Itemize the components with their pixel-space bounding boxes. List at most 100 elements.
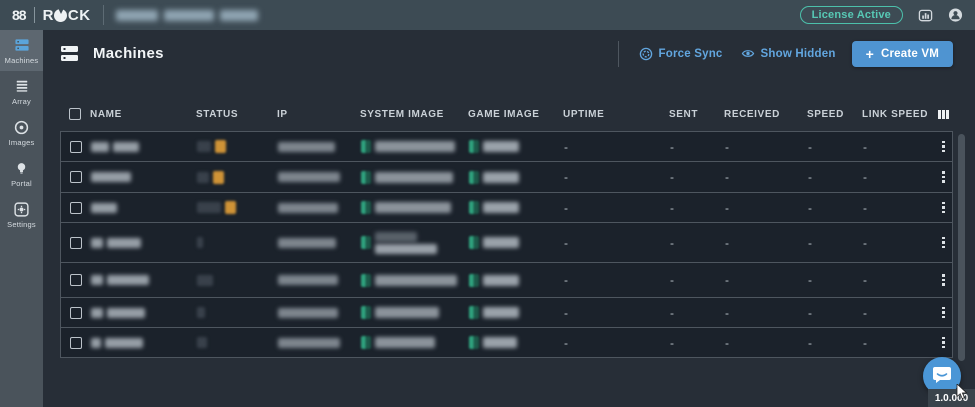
cell-received: - (725, 305, 729, 320)
cell-speed: - (808, 335, 812, 350)
cell-name-redacted (91, 237, 197, 248)
sidebar-item-machines[interactable]: Machines (0, 30, 43, 71)
logo-text-pre: R (42, 6, 54, 24)
select-all-checkbox[interactable] (69, 108, 81, 120)
logo-divider (33, 7, 35, 23)
row-checkbox[interactable] (70, 274, 82, 286)
cell-ip-redacted (278, 202, 361, 213)
table-header: NAME STATUS IP SYSTEM IMAGE GAME IMAGE UPTIME… (60, 97, 953, 131)
table-row[interactable]: - - - - - (61, 161, 952, 192)
system-image-icon (361, 170, 371, 184)
cell-ip-redacted (278, 307, 361, 318)
columns-settings-icon[interactable] (938, 109, 949, 119)
sidebar-item-portal[interactable]: Portal (0, 153, 43, 194)
column-header-sent[interactable]: SENT (669, 108, 699, 120)
cell-speed: - (808, 235, 812, 250)
status-warning-icon (215, 140, 226, 153)
cell-system-image-redacted (361, 273, 469, 287)
column-header-status[interactable]: STATUS (196, 108, 239, 120)
sidebar-item-label: Settings (7, 220, 36, 229)
table-row[interactable]: - - - - - (61, 131, 952, 161)
license-status-badge[interactable]: License Active (799, 6, 903, 24)
cell-ip-redacted (278, 275, 361, 285)
system-image-icon (361, 336, 371, 349)
column-header-ip[interactable]: IP (277, 108, 288, 120)
column-header-speed[interactable]: SPEED (807, 108, 844, 120)
cell-uptime: - (564, 170, 568, 184)
logo-text-post: CK (67, 6, 91, 24)
row-checkbox[interactable] (70, 140, 82, 153)
appbar-actions: License Active (799, 6, 963, 24)
game-image-icon (469, 273, 479, 287)
table-row[interactable]: - - - - - (61, 222, 952, 262)
cell-name-redacted (91, 275, 197, 285)
logo-gg-mark: 88 (12, 7, 27, 23)
sidebar-item-label: Images (8, 138, 35, 147)
page-title: Machines (93, 45, 164, 62)
table-scrollbar[interactable] (958, 134, 965, 361)
account-icon[interactable] (948, 8, 963, 23)
row-menu-icon[interactable] (939, 304, 948, 322)
table-row[interactable]: - - - - - (61, 327, 952, 357)
sidebar-item-array[interactable]: Array (0, 71, 43, 112)
column-header-received[interactable]: RECEIVED (724, 108, 780, 120)
cell-system-image-redacted (361, 336, 469, 349)
cell-status-redacted (197, 274, 278, 286)
show-hidden-button[interactable]: Show Hidden (741, 47, 836, 61)
row-checkbox[interactable] (70, 236, 82, 249)
page-header: Machines Force Sync Show Hidden + Create… (43, 30, 975, 77)
sync-icon (639, 47, 653, 61)
cell-system-image-redacted (361, 140, 469, 153)
chat-widget-button[interactable] (923, 357, 961, 395)
plus-icon: + (865, 45, 874, 62)
create-vm-label: Create VM (880, 47, 939, 60)
force-sync-button[interactable]: Force Sync (639, 47, 723, 61)
cell-link-speed: - (863, 335, 867, 350)
cell-received: - (725, 200, 729, 215)
cell-sent: - (670, 200, 674, 215)
row-checkbox[interactable] (70, 201, 82, 214)
cell-sent: - (670, 273, 674, 287)
cell-system-image-redacted (361, 170, 469, 184)
row-menu-icon[interactable] (939, 271, 948, 289)
cell-game-image-redacted (469, 273, 564, 287)
column-header-link-speed[interactable]: LINK SPEED (862, 108, 929, 120)
actions-divider (617, 40, 619, 67)
system-image-icon (361, 201, 371, 214)
logo: 88 R CK (12, 5, 258, 25)
game-image-icon (469, 236, 479, 249)
cell-sent: - (670, 139, 674, 154)
row-checkbox[interactable] (70, 336, 82, 349)
cell-system-image-redacted (361, 306, 469, 319)
cell-name-redacted (91, 307, 197, 318)
column-header-system-image[interactable]: SYSTEM IMAGE (360, 108, 444, 120)
table-row[interactable]: - - - - - (61, 192, 952, 222)
row-menu-icon[interactable] (939, 138, 948, 156)
row-menu-icon[interactable] (939, 168, 948, 186)
cell-link-speed: - (863, 305, 867, 320)
row-menu-icon[interactable] (939, 199, 948, 217)
action-label: Force Sync (658, 47, 723, 60)
row-checkbox[interactable] (70, 171, 82, 183)
create-vm-button[interactable]: + Create VM (851, 40, 953, 67)
cell-ip-redacted (278, 337, 361, 348)
game-image-icon (469, 170, 479, 184)
column-header-name[interactable]: NAME (90, 108, 122, 120)
cell-link-speed: - (863, 235, 867, 250)
table-row[interactable]: - - - - - (61, 262, 952, 297)
column-header-uptime[interactable]: UPTIME (563, 108, 605, 120)
cell-speed: - (808, 305, 812, 320)
system-image-icon (361, 306, 371, 319)
stats-icon[interactable] (918, 8, 933, 23)
cell-system-image-redacted (361, 231, 469, 254)
column-header-game-image[interactable]: GAME IMAGE (468, 108, 540, 120)
row-menu-icon[interactable] (939, 334, 948, 352)
row-checkbox[interactable] (70, 306, 82, 319)
row-menu-icon[interactable] (939, 234, 948, 252)
sidebar-item-settings[interactable]: Settings (0, 194, 43, 235)
main-content: Machines Force Sync Show Hidden + Create… (43, 30, 975, 407)
cell-status-redacted (197, 337, 278, 348)
table-row[interactable]: - - - - - (61, 297, 952, 327)
sidebar-item-images[interactable]: Images (0, 112, 43, 153)
sidebar-item-label: Portal (11, 179, 32, 188)
